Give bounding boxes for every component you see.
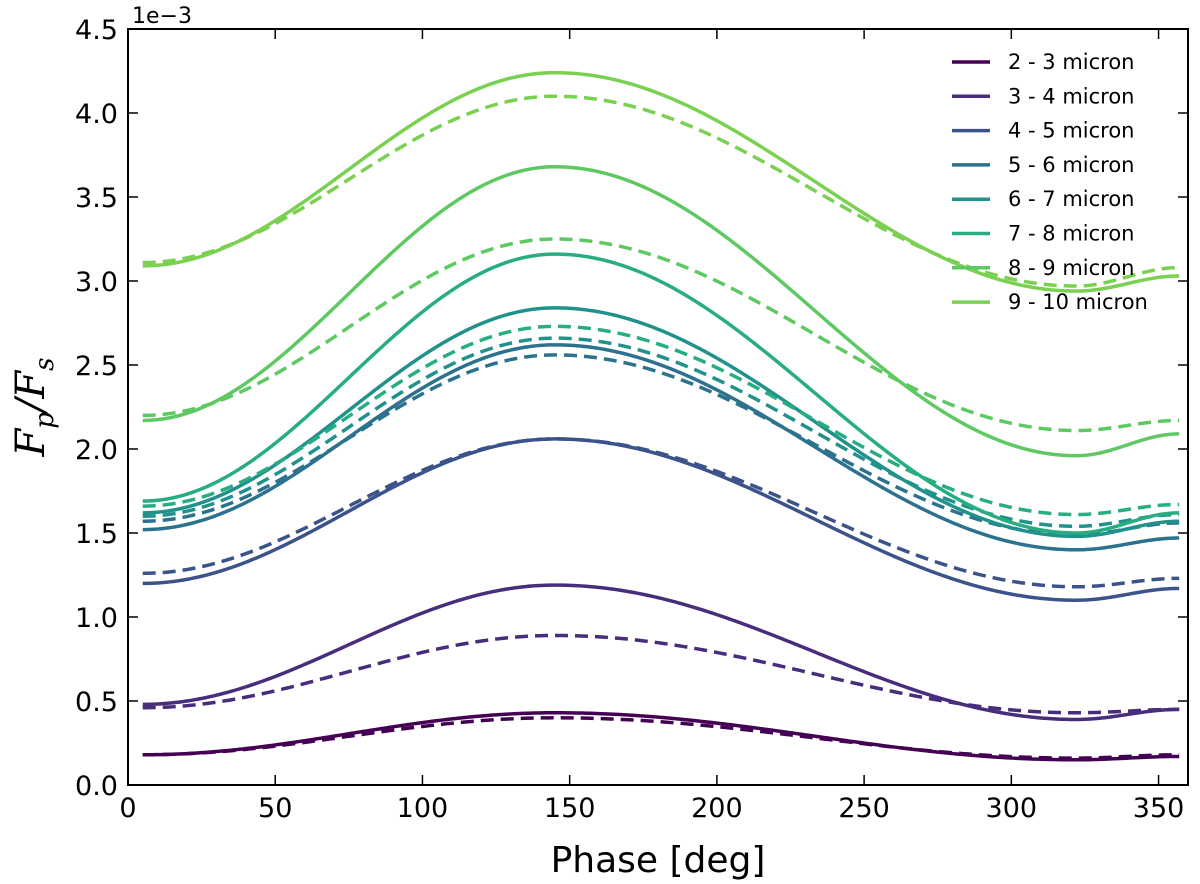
- y-tick-label: 2.0: [75, 435, 118, 466]
- x-axis-label: Phase [deg]: [551, 840, 766, 881]
- y-tick-label: 0.5: [75, 687, 118, 718]
- series-2-dashed-line: [143, 635, 1179, 712]
- series-1-dashed-line: [143, 718, 1179, 758]
- x-tick-label: 250: [838, 793, 890, 824]
- y-label-sub-p: p: [30, 412, 60, 429]
- legend-entry: 5 - 6 micron: [952, 153, 1135, 177]
- legend-entry: 2 - 3 micron: [952, 50, 1135, 74]
- y-offset-text: 1e−3: [132, 4, 192, 29]
- x-tick-label: 150: [544, 793, 596, 824]
- y-tick-label: 1.0: [75, 603, 118, 634]
- y-label-flux-star: F: [8, 370, 54, 400]
- y-tick-label: 0.0: [75, 771, 118, 802]
- y-label-sub-s: s: [30, 357, 60, 370]
- series-4-dashed-line: [143, 355, 1179, 535]
- y-label-flux-planet: F: [8, 428, 54, 458]
- legend-entry: 7 - 8 micron: [952, 222, 1135, 246]
- legend-label: 2 - 3 micron: [1008, 50, 1135, 74]
- legend-label: 3 - 4 micron: [1008, 84, 1135, 108]
- series-3-solid-line: [143, 439, 1179, 600]
- legend-entry: 3 - 4 micron: [952, 84, 1135, 108]
- y-axis-label: Fp/Fs: [8, 357, 60, 457]
- legend-entry: 4 - 5 micron: [952, 119, 1135, 143]
- legend-entry: 6 - 7 micron: [952, 187, 1135, 211]
- svg-text:Fp/Fs: Fp/Fs: [8, 357, 60, 457]
- series-6-dashed-line: [143, 326, 1179, 514]
- legend-label: 7 - 8 micron: [1008, 222, 1135, 246]
- x-tick-label: 300: [986, 793, 1038, 824]
- legend-label: 4 - 5 micron: [1008, 119, 1135, 143]
- x-tick-label: 200: [691, 793, 743, 824]
- legend-label: 5 - 6 micron: [1008, 153, 1135, 177]
- legend-entry: 9 - 10 micron: [952, 290, 1148, 314]
- x-tick-label: 100: [397, 793, 449, 824]
- x-tick-label: 0: [119, 793, 136, 824]
- y-tick-label: 4.5: [75, 15, 118, 46]
- legend-label: 6 - 7 micron: [1008, 187, 1135, 211]
- legend-label: 8 - 9 micron: [1008, 256, 1135, 280]
- y-tick-label: 4.0: [75, 99, 118, 130]
- legend-label: 9 - 10 micron: [1008, 290, 1148, 314]
- y-tick-label: 3.5: [75, 183, 118, 214]
- y-tick-label: 3.0: [75, 267, 118, 298]
- series-2-solid-line: [143, 585, 1179, 719]
- x-tick-label: 350: [1133, 793, 1185, 824]
- x-tick-label: 50: [258, 793, 292, 824]
- y-tick-label: 2.5: [75, 351, 118, 382]
- legend-entry: 8 - 9 micron: [952, 256, 1135, 280]
- y-tick-label: 1.5: [75, 519, 118, 550]
- series-1-solid-line: [143, 713, 1179, 760]
